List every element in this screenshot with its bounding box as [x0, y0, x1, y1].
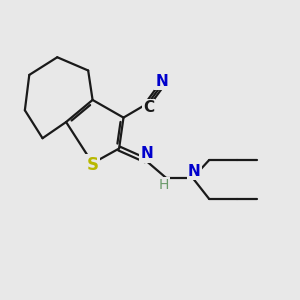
Text: S: S [87, 156, 99, 174]
Text: H: H [159, 178, 169, 192]
Text: C: C [143, 100, 154, 115]
Text: N: N [188, 164, 200, 179]
Text: N: N [155, 74, 168, 89]
Text: N: N [141, 146, 153, 161]
